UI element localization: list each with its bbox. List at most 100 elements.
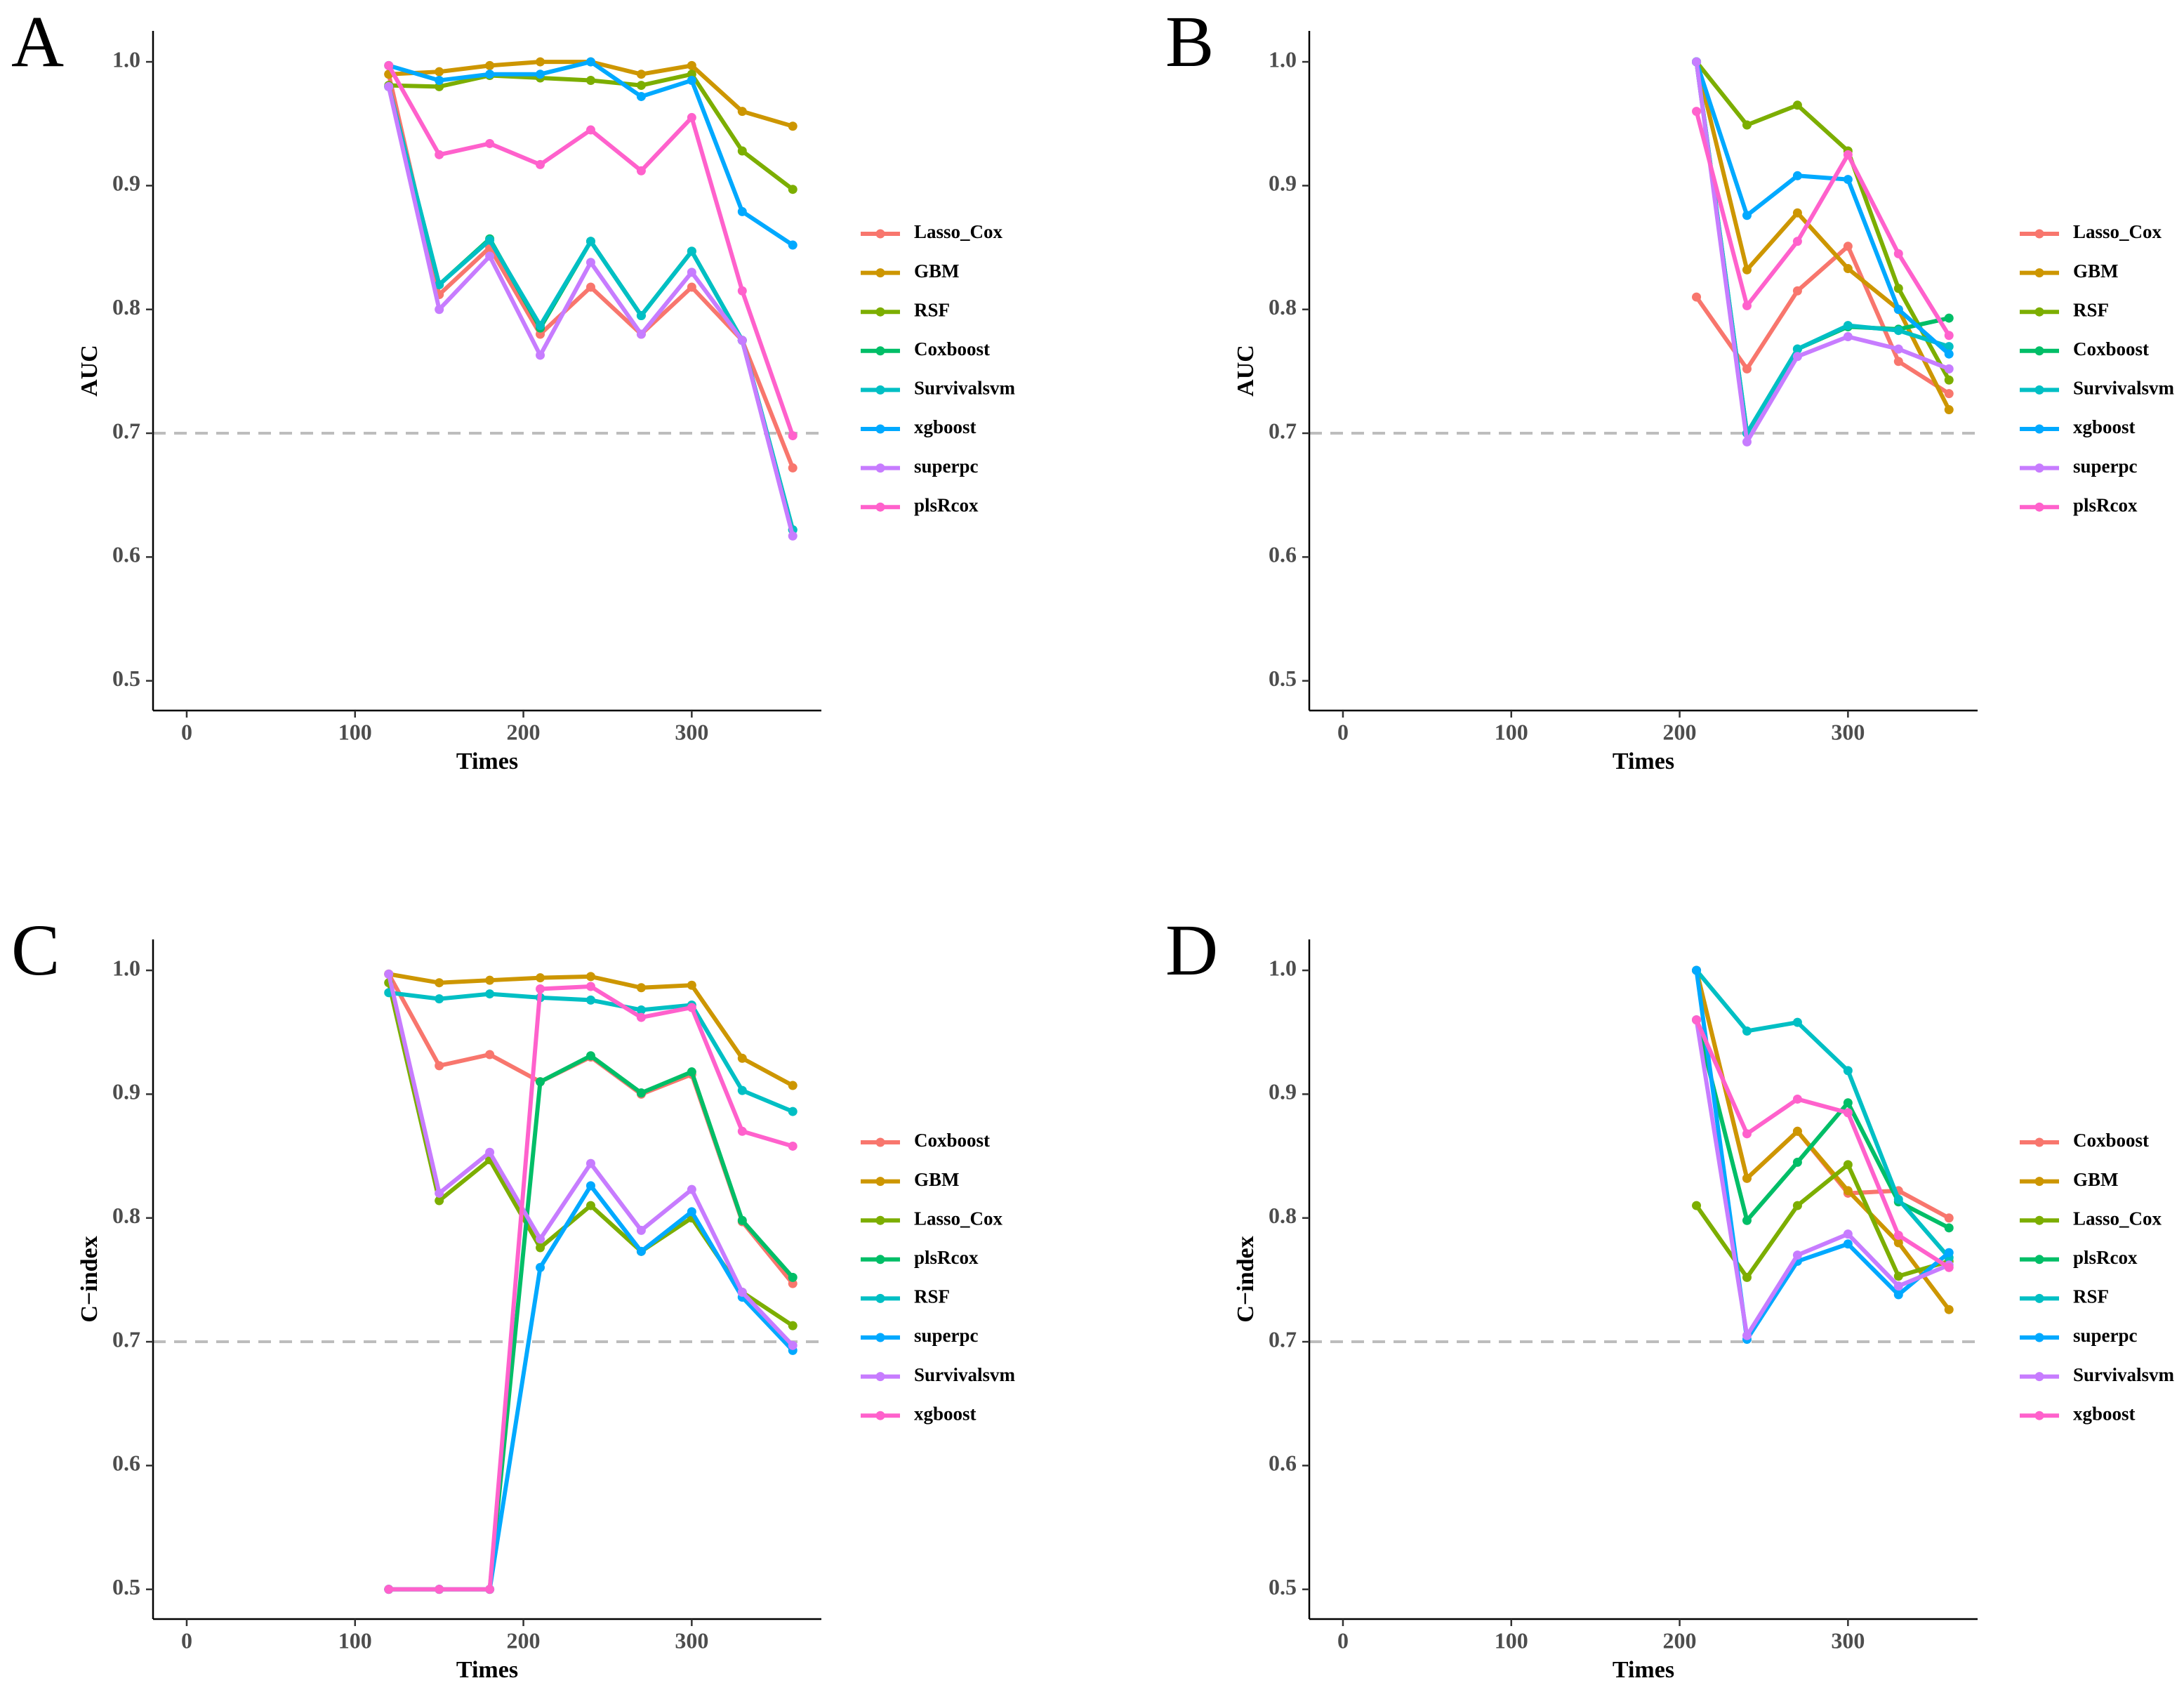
panel-label: C — [11, 910, 60, 991]
legend-dot — [2034, 268, 2044, 278]
y-tick-label: 0.6 — [1269, 1451, 1297, 1476]
data-point — [435, 1585, 444, 1594]
data-point — [485, 138, 495, 148]
data-point — [1692, 1015, 1702, 1025]
data-point — [1944, 405, 1954, 415]
data-point — [585, 282, 595, 292]
legend-dot — [875, 1137, 885, 1147]
data-point — [1692, 107, 1702, 117]
data-point — [1843, 242, 1853, 251]
legend-dot — [2034, 1215, 2044, 1225]
data-point — [1843, 1098, 1853, 1108]
legend-dot — [875, 1215, 885, 1225]
data-point — [485, 1050, 495, 1059]
data-point — [636, 1225, 646, 1235]
legend-dot — [875, 268, 885, 278]
y-tick-label: 1.0 — [1269, 955, 1297, 980]
data-point — [788, 1141, 798, 1151]
data-point — [536, 1243, 545, 1253]
data-point — [788, 1081, 798, 1090]
legend-dot — [875, 1255, 885, 1265]
data-point — [485, 235, 495, 245]
data-point — [1792, 208, 1802, 218]
y-tick-label: 0.9 — [1269, 1079, 1297, 1104]
data-point — [1893, 305, 1903, 315]
data-point — [1692, 1201, 1702, 1210]
x-axis-title: Times — [1613, 748, 1674, 774]
data-point — [687, 1184, 696, 1194]
data-point — [1944, 1248, 1954, 1257]
data-point — [737, 1085, 747, 1095]
data-point — [636, 1246, 646, 1256]
data-point — [435, 1188, 444, 1198]
data-point — [1742, 364, 1752, 374]
x-tick-label: 0 — [1337, 719, 1349, 744]
x-axis-title: Times — [456, 1657, 518, 1683]
data-point — [1843, 1066, 1853, 1076]
legend-label: GBM — [2073, 1169, 2119, 1190]
y-tick-label: 0.7 — [1269, 418, 1297, 443]
series-line — [1694, 61, 1950, 436]
y-axis-title: C−index — [77, 1236, 102, 1322]
y-tick-label: 0.6 — [1269, 542, 1297, 567]
panel: 0.5 0.6 0.7 0.8 0.9 1.0 0 100 200 300 Times AUC Lass… — [1165, 1, 2175, 774]
x-tick-label: 100 — [338, 1627, 372, 1653]
data-point — [788, 185, 798, 194]
data-point — [536, 159, 545, 169]
data-point — [1843, 150, 1853, 159]
y-tick-label: 0.8 — [112, 294, 140, 319]
data-point — [687, 980, 696, 990]
legend-label: Survivalsvm — [2073, 378, 2175, 399]
y-tick-label: 1.0 — [1269, 46, 1297, 72]
series-line — [1694, 61, 1951, 356]
data-point — [384, 60, 394, 70]
data-point — [384, 969, 394, 979]
y-tick-label: 0.9 — [112, 1079, 140, 1104]
data-point — [1692, 965, 1702, 975]
data-point — [585, 995, 595, 1005]
data-point — [788, 1107, 798, 1116]
data-point — [585, 1201, 595, 1210]
y-tick-label: 1.0 — [112, 46, 140, 72]
legend-label: GBM — [2073, 260, 2119, 282]
data-point — [1944, 349, 1954, 359]
x-tick-label: 0 — [181, 719, 192, 744]
data-point — [585, 258, 595, 268]
panel: 0.5 0.6 0.7 0.8 0.9 1.0 0 100 200 300 Times C−index… — [1165, 910, 2175, 1683]
x-tick-label: 300 — [1831, 1627, 1865, 1653]
data-point — [585, 972, 595, 982]
data-point — [687, 1067, 696, 1077]
data-point — [636, 311, 646, 321]
series-line — [1694, 110, 1951, 337]
data-point — [1944, 1213, 1954, 1223]
data-point — [485, 70, 495, 79]
y-tick-label: 0.8 — [112, 1203, 140, 1228]
y-tick-label: 0.8 — [1269, 294, 1297, 319]
data-point — [1843, 1239, 1853, 1249]
series-line — [1694, 61, 1950, 444]
data-point — [1692, 292, 1702, 302]
data-point — [636, 1012, 646, 1022]
data-point — [687, 282, 696, 292]
data-point — [737, 146, 747, 156]
y-tick-label: 0.9 — [112, 171, 140, 196]
data-point — [1893, 1290, 1903, 1300]
data-point — [1893, 344, 1903, 354]
legend-dot — [2034, 463, 2044, 473]
legend-label: plsRcox — [914, 1247, 979, 1268]
data-point — [1742, 1026, 1752, 1036]
data-point — [788, 531, 798, 541]
legend-label: RSF — [2073, 299, 2109, 320]
legend-dot — [875, 307, 885, 317]
panel-label: A — [11, 1, 64, 82]
legend-label: Lasso_Cox — [914, 1208, 1003, 1229]
data-point — [1893, 284, 1903, 293]
legend-label: Coxboost — [2073, 1130, 2149, 1151]
data-point — [1692, 57, 1702, 67]
data-point — [636, 81, 646, 91]
legend-dot — [2034, 307, 2044, 317]
data-point — [485, 1585, 495, 1594]
data-point — [1944, 1262, 1954, 1272]
data-point — [737, 1126, 747, 1136]
